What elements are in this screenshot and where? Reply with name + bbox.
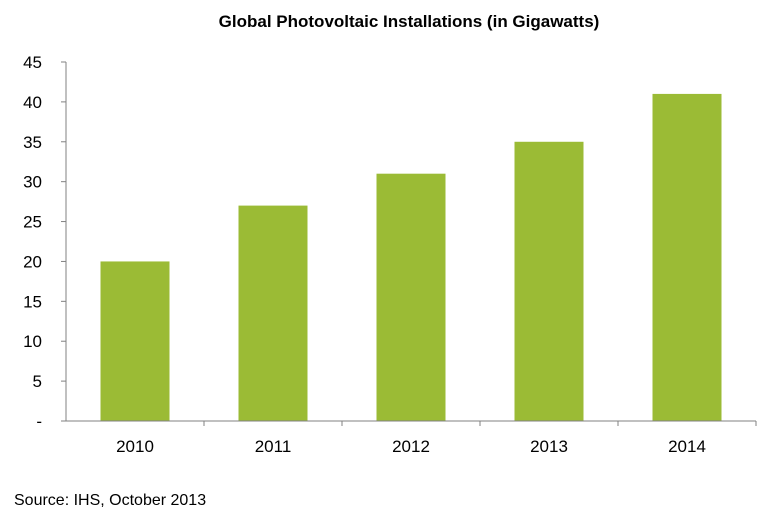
- y-tick-label: 20: [23, 252, 42, 271]
- x-tick-label: 2014: [668, 437, 706, 456]
- bar-2012: [376, 173, 446, 421]
- y-tick-label: 15: [23, 292, 42, 311]
- bars: [100, 93, 722, 422]
- y-axis-labels: - 5 10 15 20 25 30 35 40 45: [23, 53, 66, 431]
- y-tick-label: 10: [23, 332, 42, 351]
- y-tick-label: -: [36, 412, 42, 431]
- x-tick-label: 2012: [392, 437, 430, 456]
- y-tick-label: 30: [23, 173, 42, 192]
- chart-title: Global Photovoltaic Installations (in Gi…: [219, 12, 600, 31]
- y-tick-label: 25: [23, 213, 42, 232]
- y-tick-label: 5: [33, 372, 42, 391]
- y-tick-label: 40: [23, 93, 42, 112]
- x-tick-label: 2010: [116, 437, 154, 456]
- bar-2010: [100, 261, 170, 421]
- bar-2011: [238, 205, 308, 421]
- y-tick-label: 45: [23, 53, 42, 72]
- bar-2013: [514, 141, 584, 421]
- source-note: Source: IHS, October 2013: [14, 492, 206, 509]
- bar-2014: [652, 93, 722, 422]
- x-tick-label: 2011: [255, 437, 292, 456]
- x-axis-labels: 2010 2011 2012 2013 2014: [116, 421, 757, 456]
- y-tick-label: 35: [23, 133, 42, 152]
- x-tick-label: 2013: [530, 437, 568, 456]
